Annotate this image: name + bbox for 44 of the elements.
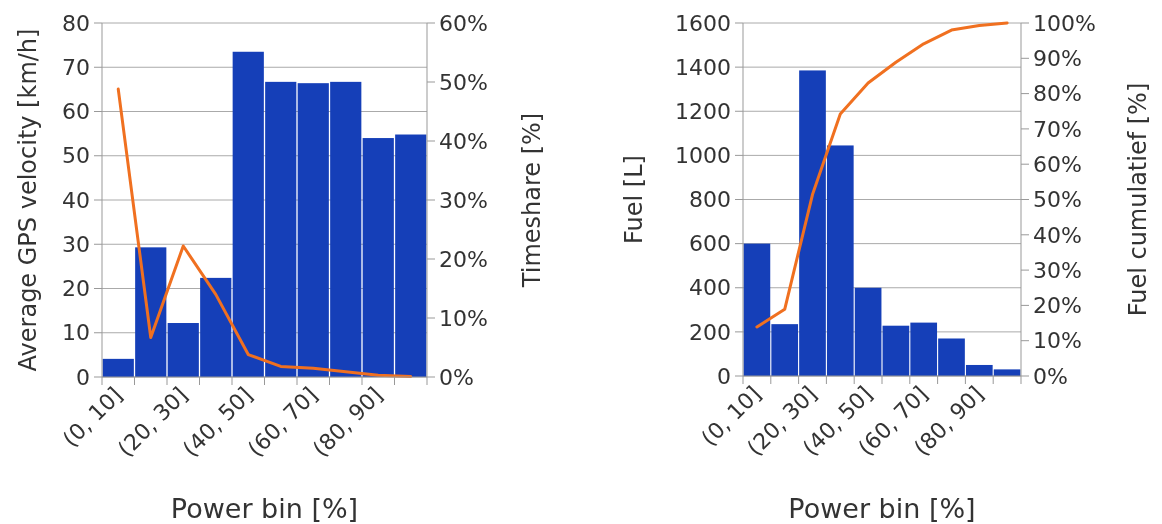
y-tick-label: 1200: [675, 98, 731, 124]
y2-tick-label: 60%: [439, 10, 488, 36]
y2-axis-title: Timeshare [%]: [518, 112, 546, 289]
y-tick-label: 40: [62, 187, 90, 213]
y-tick-label: 800: [689, 187, 731, 213]
y2-tick-label: 0%: [1033, 363, 1068, 389]
y-tick-label: 1600: [675, 10, 731, 36]
y2-tick-label: 30%: [439, 187, 488, 213]
y2-tick-label: 70%: [1033, 116, 1082, 142]
y-tick-label: 50: [62, 143, 90, 169]
y2-tick-label: 20%: [439, 246, 488, 272]
y2-tick-label: 20%: [1033, 293, 1082, 319]
y2-tick-label: 50%: [1033, 187, 1082, 213]
x-axis-title: Power bin [%]: [788, 493, 976, 524]
y2-tick-label: 50%: [439, 69, 488, 95]
y-axis-title: Average GPS velocity [km/h]: [14, 28, 42, 372]
y-tick-label: 30: [62, 231, 90, 257]
y-axis-title: Fuel [L]: [620, 155, 648, 244]
y-tick-label: 200: [689, 319, 731, 345]
y2-tick-label: 30%: [1033, 257, 1082, 283]
y2-tick-label: 90%: [1033, 46, 1082, 71]
y-tick-label: 1400: [675, 54, 731, 80]
y-tick-label: 10: [62, 320, 90, 346]
y2-tick-label: 10%: [439, 305, 488, 331]
x-axis-title: Power bin [%]: [170, 493, 359, 524]
line-series: [755, 21, 1009, 329]
y-tick-label: 70: [62, 54, 90, 80]
y2-tick-label: 100%: [1033, 10, 1096, 36]
y-tick-label: 1000: [675, 143, 731, 169]
line-series: [116, 87, 413, 378]
y-tick-label: 400: [689, 275, 731, 301]
y-tick-label: 80: [62, 10, 90, 36]
y-tick-label: 60: [62, 99, 90, 125]
y2-tick-label: 80%: [1033, 81, 1082, 107]
y2-tick-label: 40%: [439, 128, 488, 154]
y2-tick-label: 0%: [439, 364, 474, 390]
y-tick-label: 0: [717, 363, 731, 389]
y-tick-label: 20: [62, 276, 90, 302]
y2-axis-title: Fuel cumulatief [%]: [1124, 82, 1152, 317]
y2-tick-label: 60%: [1033, 151, 1082, 177]
y-tick-label: 0: [76, 364, 90, 390]
y2-tick-label: 10%: [1033, 328, 1082, 354]
y-tick-label: 600: [689, 231, 731, 257]
y2-tick-label: 40%: [1033, 222, 1082, 248]
